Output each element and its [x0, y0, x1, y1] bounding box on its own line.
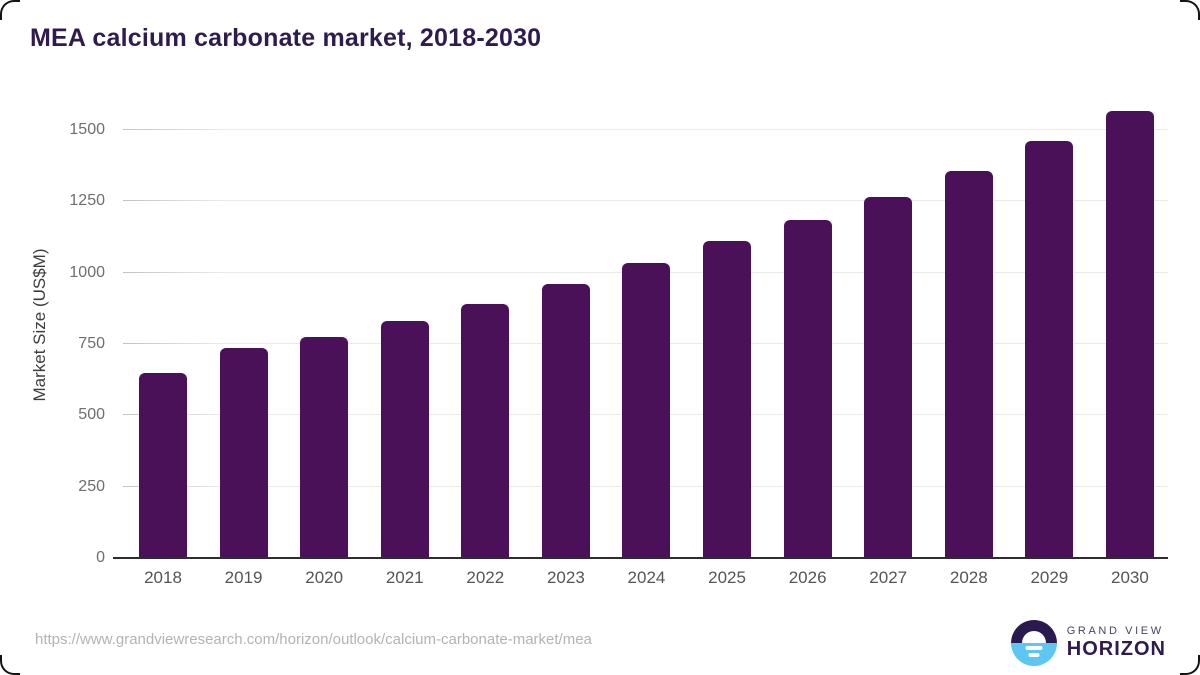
x-axis-line: [113, 557, 1168, 559]
x-tick-label-2022: 2022: [466, 568, 505, 587]
x-axis-labels: 2018 2019 2020 2021 2022 2023 2024 2025 2026 2027…: [115, 568, 1168, 588]
y-tick-label-1500: 1500: [69, 120, 105, 138]
bar-2030[interactable]: [1105, 111, 1154, 558]
x-tick-label-2029: 2029: [1030, 568, 1069, 587]
bar-2027[interactable]: [864, 197, 913, 558]
y-tick-label-0: 0: [96, 549, 105, 566]
x-tick-label-2019: 2019: [224, 568, 263, 587]
y-tick-label-750: 750: [78, 335, 105, 352]
grand-view-horizon-logo-icon: [1010, 620, 1057, 666]
y-tick-label-1250: 1250: [69, 192, 105, 210]
bar-2021[interactable]: [380, 321, 429, 558]
x-tick-label-2023: 2023: [546, 568, 585, 587]
logo-sun-icon: [1021, 631, 1046, 643]
x-tick-label-2030: 2030: [1111, 568, 1149, 587]
card-corner-bottom-right: [1180, 655, 1200, 675]
bar-2025[interactable]: [703, 241, 752, 558]
x-tick-label-2024: 2024: [627, 568, 666, 587]
bar-2026[interactable]: [783, 219, 832, 558]
bar-series: [115, 108, 1168, 558]
bar-2028[interactable]: [944, 171, 993, 558]
brand-name-bottom: HORIZON: [1066, 637, 1166, 660]
bar-2029[interactable]: [1025, 141, 1074, 558]
bar-2018[interactable]: [139, 372, 187, 558]
bar-2022[interactable]: [461, 304, 510, 558]
bar-2024[interactable]: [622, 262, 671, 558]
logo-horizon-line2-icon: [1028, 653, 1040, 657]
x-tick-label-2021: 2021: [385, 568, 424, 587]
card-corner-top-right: [1180, 0, 1200, 20]
bar-2019[interactable]: [219, 348, 268, 558]
logo-horizon-line-icon: [1025, 646, 1043, 650]
x-tick-label-2018: 2018: [144, 568, 182, 587]
gridline-1250: [123, 200, 1168, 202]
brand-logo: GRAND VIEW HORIZON: [1010, 620, 1166, 666]
y-tick-label-500: 500: [78, 406, 105, 424]
plot-area: 0 250 500 750 1000 1250 1500: [69, 108, 1168, 566]
y-tick-label-250: 250: [78, 477, 105, 495]
bar-2023[interactable]: [541, 284, 590, 558]
source-url: https://www.grandviewresearch.com/horizo…: [35, 631, 592, 648]
x-tick-label-2025: 2025: [708, 568, 746, 587]
bar-2020[interactable]: [300, 336, 349, 558]
chart-title: MEA calcium carbonate market, 2018-2030: [30, 24, 542, 52]
card-corner-bottom-left: [0, 655, 20, 675]
gridline-1500: [123, 128, 1168, 130]
x-tick-label-2027: 2027: [869, 568, 908, 587]
x-tick-label-2020: 2020: [305, 568, 344, 587]
brand-name-top: GRAND VIEW: [1066, 625, 1164, 638]
x-tick-label-2026: 2026: [788, 568, 827, 587]
card-corner-top-left: [0, 0, 20, 20]
x-tick-label-2028: 2028: [949, 568, 988, 587]
brand-logo-text: GRAND VIEW HORIZON: [1067, 625, 1166, 661]
y-tick-label-1000: 1000: [69, 263, 105, 281]
